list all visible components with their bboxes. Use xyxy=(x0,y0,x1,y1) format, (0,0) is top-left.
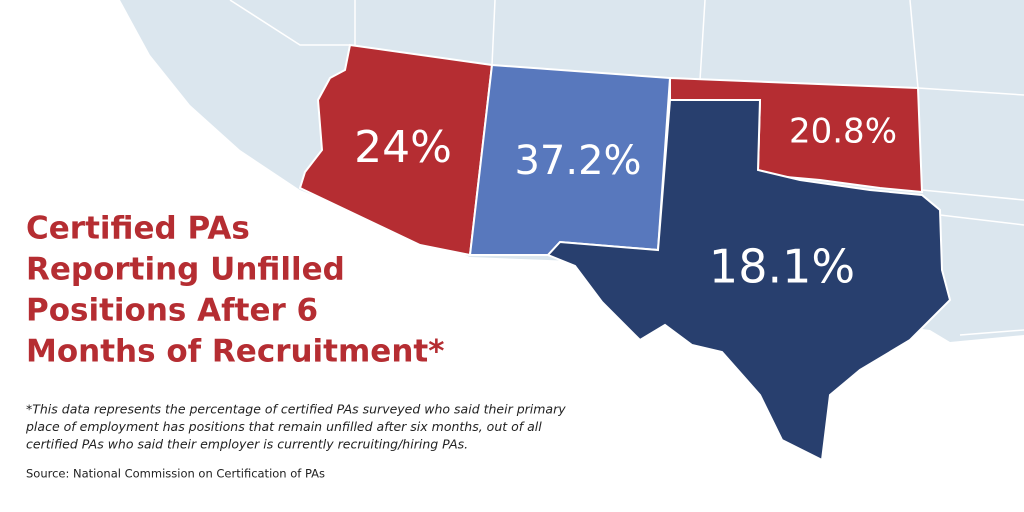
footnote-line: place of employment has positions that r… xyxy=(25,419,542,434)
title-line: Reporting Unfilled xyxy=(26,252,345,288)
state xyxy=(546,99,952,462)
footnote-line: *This data represents the percentage of … xyxy=(26,402,566,417)
state-borders xyxy=(229,0,1024,336)
state-value-label: 24% xyxy=(354,122,452,173)
state-value-label: 20.8% xyxy=(789,112,897,152)
states xyxy=(298,43,952,462)
title-line: Positions After 6 xyxy=(26,293,318,329)
state-value-label: 37.2% xyxy=(514,138,641,184)
footnote-line: certified PAs who said their employer is… xyxy=(26,437,468,452)
state-value-label: 18.1% xyxy=(709,240,855,294)
title-line: Months of Recruitment* xyxy=(26,334,444,370)
source: Source: National Commission on Certifica… xyxy=(26,467,325,481)
title-line: Certified PAs xyxy=(26,211,250,247)
